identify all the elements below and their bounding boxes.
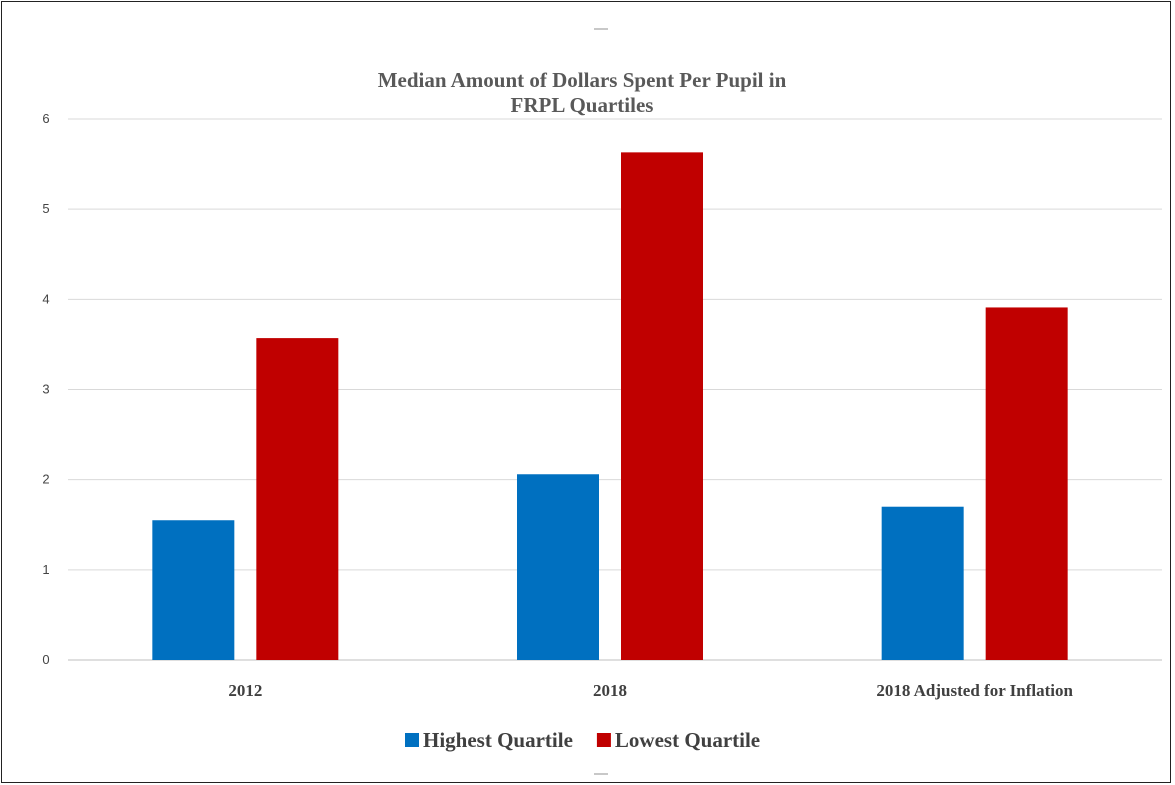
legend-swatch-1 (596, 733, 611, 747)
y-tick-label: 6 (42, 111, 49, 126)
y-tick-label: 4 (42, 291, 49, 306)
legend-label-1: Lowest Quartile (615, 728, 760, 752)
legend: Highest Quartile Lowest Quartile (405, 728, 760, 752)
bar-highest-quartile-1 (517, 474, 599, 660)
bar-highest-quartile-0 (152, 520, 235, 660)
bar-lowest-quartile-1 (621, 152, 703, 660)
bar-highest-quartile-2 (881, 506, 964, 660)
x-axis-ticks: 2012 2018 2018 Adjusted for Inflation (228, 681, 1073, 700)
chart-title-line-1: Median Amount of Dollars Spent Per Pupil… (378, 68, 787, 92)
y-tick-label: 1 (42, 562, 49, 577)
bar-lowest-quartile-2 (985, 307, 1068, 660)
y-tick-label: 0 (42, 652, 49, 667)
legend-swatch-0 (405, 733, 419, 747)
y-tick-label: 2 (42, 472, 49, 487)
legend-label-0: Highest Quartile (423, 728, 573, 752)
x-tick-label: 2012 (228, 681, 262, 700)
y-axis-ticks: 0 1 2 3 4 5 6 (42, 111, 49, 667)
gridlines (68, 118, 1162, 661)
bars (152, 152, 1068, 660)
x-tick-label: 2018 (593, 681, 627, 700)
y-tick-label: 3 (42, 382, 49, 397)
x-tick-label: 2018 Adjusted for Inflation (876, 681, 1073, 700)
y-tick-label: 5 (42, 201, 49, 216)
bar-lowest-quartile-0 (256, 338, 339, 660)
chart-title-line-2: FRPL Quartiles (511, 93, 654, 117)
